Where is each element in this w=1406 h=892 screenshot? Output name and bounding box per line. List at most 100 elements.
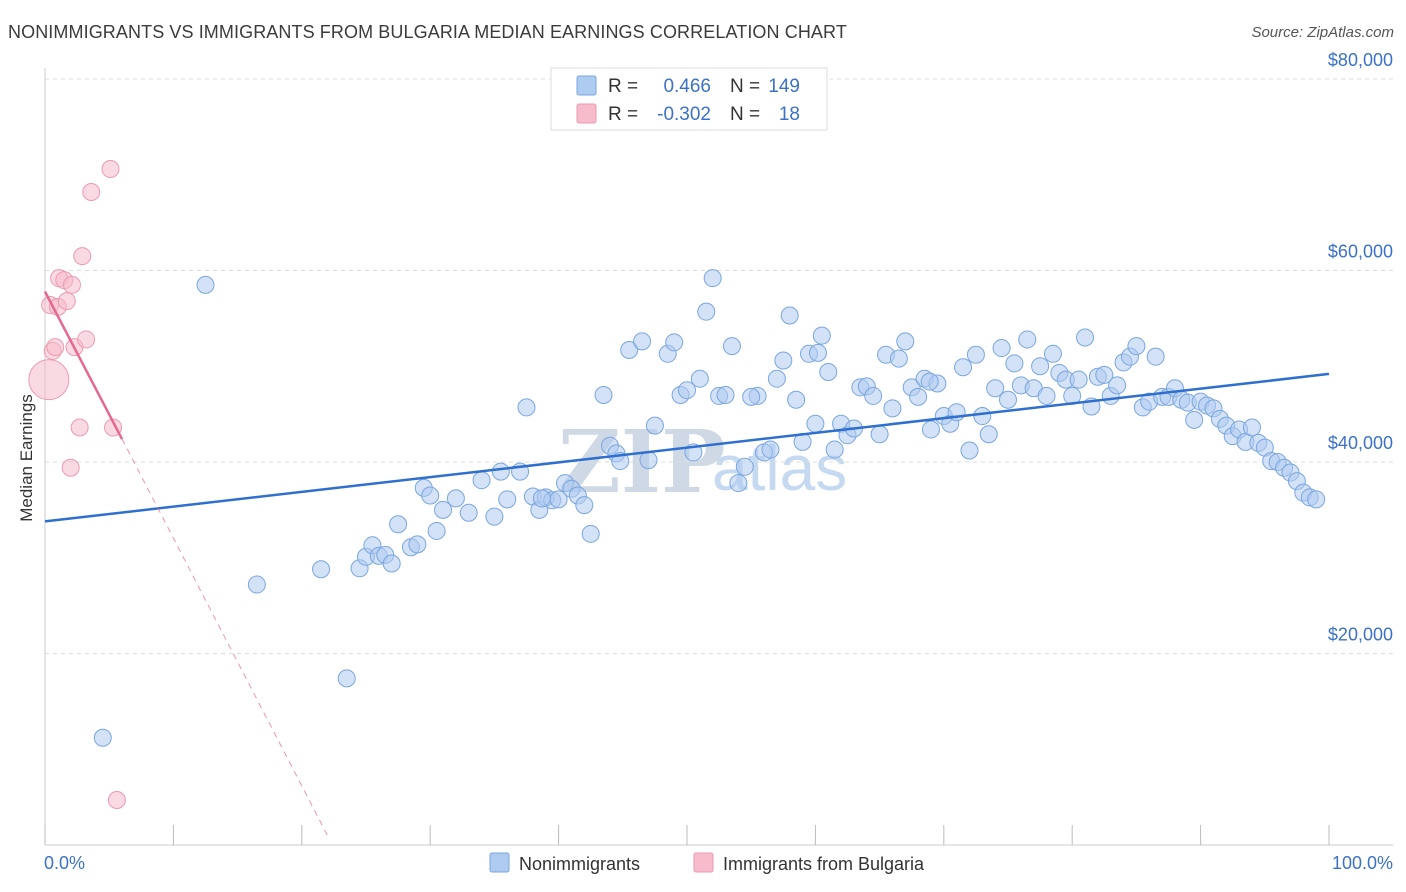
gridlines bbox=[45, 78, 1393, 654]
nonimmigrant-point bbox=[620, 340, 639, 359]
nonimmigrant-point bbox=[761, 440, 780, 459]
nonimmigrant-point bbox=[722, 337, 741, 356]
legend-n-label-2: N = bbox=[730, 104, 760, 125]
nonimmigrant-point bbox=[896, 332, 915, 351]
nonimmigrant-point bbox=[1108, 376, 1127, 395]
nonimmigrant-point bbox=[986, 379, 1005, 398]
nonimmigrants-trend-line bbox=[44, 372, 1330, 523]
x-tick-label-min: 0.0% bbox=[44, 853, 85, 873]
bulgaria-point bbox=[101, 160, 120, 179]
nonimmigrant-point bbox=[864, 386, 883, 405]
nonimmigrant-point bbox=[575, 496, 594, 515]
bulgaria-point bbox=[107, 790, 126, 809]
nonimmigrant-point bbox=[780, 306, 799, 325]
nonimmigrant-point bbox=[1005, 354, 1024, 373]
y-tick-label: $20,000 bbox=[1328, 625, 1393, 645]
nonimmigrant-point bbox=[966, 345, 985, 364]
legend-r-value-1: 0.466 bbox=[663, 76, 711, 97]
nonimmigrant-point bbox=[703, 269, 722, 288]
nonimmigrant-point bbox=[517, 398, 536, 417]
chart-title: NONIMMIGRANTS VS IMMIGRANTS FROM BULGARI… bbox=[8, 22, 847, 42]
nonimmigrant-point bbox=[389, 515, 408, 534]
nonimmigrant-point bbox=[639, 451, 658, 470]
bottom-legend-swatch-bulgaria bbox=[693, 852, 714, 873]
bulgaria-point bbox=[70, 418, 89, 437]
nonimmigrant-point bbox=[485, 507, 504, 526]
nonimmigrant-point bbox=[196, 275, 215, 294]
y-tick-label: $60,000 bbox=[1328, 242, 1393, 262]
nonimmigrant-point bbox=[870, 425, 889, 444]
legend-swatch-bulgaria bbox=[576, 103, 597, 124]
source-credit: Source: ZipAtlas.com bbox=[1251, 24, 1394, 41]
nonimmigrant-point bbox=[459, 503, 478, 522]
nonimmigrant-point bbox=[1043, 344, 1062, 363]
legend-swatch-nonimmigrants bbox=[576, 75, 597, 96]
bulgaria-point bbox=[61, 458, 80, 477]
nonimmigrant-point bbox=[1146, 347, 1165, 366]
legend-n-value-1: 149 bbox=[768, 76, 800, 97]
correlation-legend: R = 0.466 N = 149 R = -0.302 N = 18 bbox=[550, 67, 828, 131]
legend-r-value-2: -0.302 bbox=[657, 104, 711, 125]
bulgaria-point bbox=[57, 292, 76, 311]
bulgaria-point bbox=[77, 330, 96, 349]
nonimmigrant-point bbox=[697, 302, 716, 321]
nonimmigrant-point bbox=[808, 343, 827, 362]
nonimmigrant-point bbox=[665, 333, 684, 352]
nonimmigrant-point bbox=[729, 474, 748, 493]
nonimmigrant-point bbox=[491, 462, 510, 481]
nonimmigrant-point bbox=[382, 554, 401, 573]
nonimmigrant-point bbox=[909, 387, 928, 406]
nonimmigrant-point bbox=[312, 560, 331, 579]
trend-lines bbox=[43, 290, 1330, 836]
nonimmigrant-point bbox=[973, 407, 992, 426]
legend-r-label-1: R = bbox=[608, 76, 638, 97]
nonimmigrant-point bbox=[883, 399, 902, 418]
nonimmigrant-point bbox=[954, 358, 973, 377]
nonimmigrant-point bbox=[920, 372, 939, 391]
nonimmigrant-point bbox=[735, 457, 754, 476]
nonimmigrant-point bbox=[93, 728, 112, 747]
nonimmigrant-point bbox=[498, 490, 517, 509]
bulgaria-trend-line bbox=[43, 290, 124, 440]
series-legend: Nonimmigrants Immigrants from Bulgaria bbox=[489, 852, 925, 874]
nonimmigrant-point bbox=[408, 535, 427, 554]
nonimmigrant-point bbox=[421, 486, 440, 505]
bulgaria-point bbox=[62, 275, 81, 294]
y-axis-title: Median Earnings bbox=[17, 394, 36, 522]
bottom-legend-bulgaria: Immigrants from Bulgaria bbox=[723, 854, 925, 874]
nonimmigrant-point bbox=[1018, 330, 1037, 349]
bulgaria-point bbox=[73, 247, 92, 266]
immigrants-bulgaria-points bbox=[28, 160, 126, 809]
nonimmigrant-point bbox=[446, 489, 465, 508]
nonimmigrant-point bbox=[1069, 370, 1088, 389]
nonimmigrant-point bbox=[1242, 418, 1261, 437]
nonimmigrant-point bbox=[633, 332, 652, 351]
legend-box bbox=[550, 67, 828, 131]
bottom-legend-nonimmigrants: Nonimmigrants bbox=[519, 854, 640, 874]
nonimmigrant-point bbox=[806, 414, 825, 433]
nonimmigrant-point bbox=[1076, 328, 1095, 347]
legend-n-label-1: N = bbox=[730, 76, 760, 97]
nonimmigrant-point bbox=[678, 381, 696, 400]
nonimmigrant-point bbox=[472, 471, 491, 490]
nonimmigrant-point bbox=[1095, 365, 1114, 384]
legend-n-value-2: 18 bbox=[779, 104, 800, 125]
nonimmigrant-point bbox=[979, 425, 998, 444]
nonimmigrant-point bbox=[690, 369, 709, 388]
y-axis-tick-labels: $20,000 $40,000 $60,000 $80,000 bbox=[1328, 50, 1393, 645]
bulgaria-trend-extension bbox=[121, 438, 328, 836]
nonimmigrant-point bbox=[594, 385, 613, 404]
nonimmigrant-point bbox=[889, 349, 908, 368]
nonimmigrant-point bbox=[1127, 337, 1146, 356]
nonimmigrant-point bbox=[812, 326, 831, 345]
x-axis-ticks bbox=[44, 825, 1330, 845]
nonimmigrant-point bbox=[434, 500, 453, 519]
legend-r-label-2: R = bbox=[608, 104, 638, 125]
nonimmigrant-point bbox=[787, 390, 806, 409]
nonimmigrant-point bbox=[1037, 386, 1056, 405]
y-tick-label: $40,000 bbox=[1328, 433, 1393, 453]
nonimmigrant-point bbox=[767, 369, 786, 388]
bottom-legend-swatch-nonimmigrants bbox=[489, 852, 510, 873]
bulgaria-point bbox=[82, 182, 101, 201]
